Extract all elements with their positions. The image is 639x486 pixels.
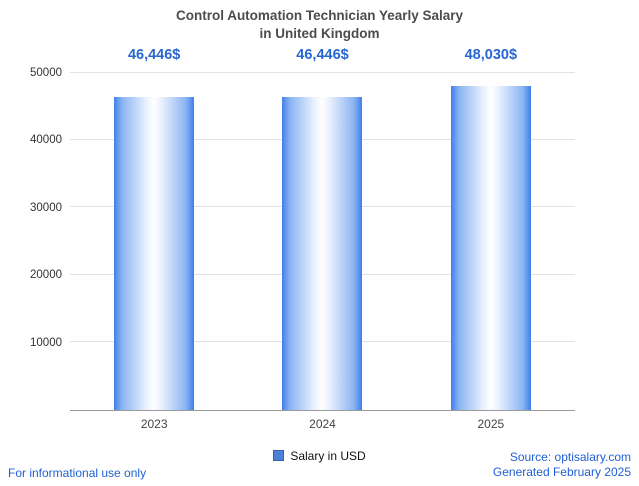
x-tick-label-2024: 2024 (309, 416, 336, 431)
chart-title-line1: Control Automation Technician Yearly Sal… (175, 8, 464, 23)
footer-disclaimer: For informational use only (8, 466, 147, 480)
bar-2023 (114, 96, 195, 410)
bar-value-label-2025: 48,030$ (464, 46, 518, 63)
generated-date: Generated February 2025 (492, 465, 631, 480)
bar-slot-2024: 46,446$ (238, 47, 406, 410)
legend-swatch-icon (273, 450, 285, 462)
source-link[interactable]: Source: optisalary.com (509, 449, 631, 464)
y-tick-label: 50000 (30, 66, 62, 79)
bar-value-label-2024: 46,446$ (296, 46, 349, 63)
bar-slot-2025: 48,030$ (407, 47, 575, 410)
bar-2025 (450, 85, 531, 410)
y-tick-label: 20000 (30, 269, 62, 282)
bar-value-label-2023: 46,446$ (127, 46, 181, 63)
chart-area: 10000 20000 30000 40000 50000 46,446$ 46,446$… (0, 47, 639, 411)
x-tick-label-2023: 2023 (140, 416, 168, 431)
legend-label: Salary in USD (290, 448, 366, 463)
y-tick-label: 40000 (30, 134, 62, 147)
y-axis: 10000 20000 30000 40000 50000 (0, 67, 70, 411)
gridline (70, 71, 575, 73)
footer-source-block: Source: optisalary.com Generated Februar… (493, 450, 631, 481)
bar-slot-2023: 46,446$ (70, 47, 238, 410)
bar-2024 (282, 96, 363, 410)
y-tick-label: 30000 (30, 201, 62, 214)
legend: Salary in USD (0, 449, 639, 463)
x-axis-labels: 2023 2024 2025 (70, 417, 575, 431)
chart-title-line2: in United Kingdom (259, 25, 380, 41)
x-tick-label-2025: 2025 (477, 416, 505, 431)
chart-title: Control Automation Technician Yearly Sal… (0, 7, 639, 43)
plot-area: 46,446$ 46,446$ 48,030$ (70, 47, 575, 411)
y-tick-label: 10000 (30, 337, 62, 350)
